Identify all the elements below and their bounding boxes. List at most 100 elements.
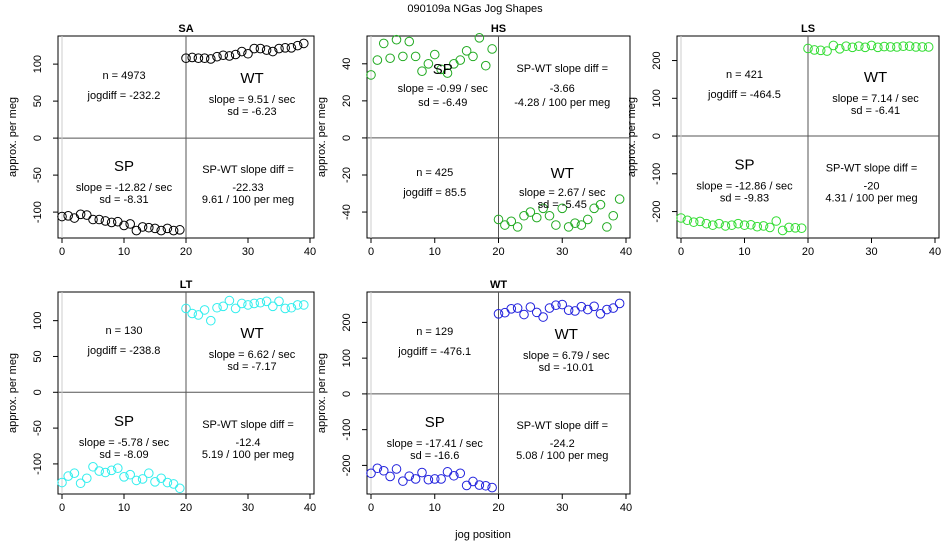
sp-point (487, 44, 497, 54)
wt-point (911, 42, 921, 52)
x-tick-label: 10 (429, 246, 441, 258)
wt-point (544, 210, 555, 221)
y-axis-label: approx. per meg (7, 353, 19, 433)
wt-point (224, 51, 235, 61)
y-axis-label: approx. per meg (7, 97, 19, 177)
wt-label: WT (240, 325, 263, 342)
wt-point (274, 43, 284, 54)
wt-point (280, 43, 291, 53)
x-tick-label: 30 (865, 246, 877, 258)
sp-point (391, 34, 402, 45)
sp-point (423, 58, 434, 69)
wt-point (261, 45, 272, 55)
wt-slope: slope = 9.51 / sec (209, 94, 296, 106)
wt-point (525, 207, 536, 217)
x-tick-label: 0 (368, 246, 374, 258)
wt-point (538, 203, 548, 214)
jogdiff: jogdiff = -238.8 (87, 345, 161, 357)
wt-point (841, 41, 851, 51)
y-tick-label: 0 (341, 135, 353, 141)
y-tick-label: 50 (32, 350, 44, 362)
diff-per-meg: 5.08 / 100 per meg (516, 450, 608, 462)
sp-point (106, 465, 117, 476)
sp-point (758, 221, 769, 231)
sp-point (57, 477, 67, 488)
sp-point (487, 482, 497, 493)
x-tick-label: 30 (242, 246, 254, 258)
x-tick-label: 0 (59, 246, 65, 258)
wt-point (249, 43, 259, 54)
x-tick-label: 10 (738, 246, 750, 258)
sp-point (385, 471, 395, 482)
sp-point (150, 223, 160, 234)
sp-point (398, 476, 408, 486)
sp-point (784, 222, 794, 233)
diff-per-meg: -4.28 / 100 per meg (514, 97, 610, 109)
wt-point (809, 45, 820, 55)
sp-point (474, 480, 485, 490)
wt-point (299, 38, 309, 49)
x-tick-label: 30 (556, 502, 568, 514)
sp-point (682, 215, 693, 226)
diff-value: -20 (864, 181, 880, 193)
wt-point (589, 301, 599, 312)
sp-slope: slope = -0.99 / sec (398, 83, 489, 95)
sp-point (75, 478, 86, 489)
sp-point (777, 225, 788, 236)
diff-per-meg: 9.61 / 100 per meg (202, 194, 294, 206)
x-tick-label: 40 (620, 246, 632, 258)
wt-point (519, 210, 529, 221)
wt-point (493, 214, 504, 225)
sp-point (733, 218, 743, 229)
wt-point (299, 300, 309, 310)
sp-point (790, 223, 801, 233)
wt-point (602, 304, 612, 315)
sp-point (168, 225, 179, 236)
y-tick-label: 200 (341, 313, 353, 331)
diff-title: SP-WT slope diff = (202, 419, 294, 431)
sp-point (94, 466, 104, 476)
wt-point (873, 42, 883, 53)
sp-point (461, 480, 472, 491)
sp-point (131, 225, 142, 236)
sp-slope: slope = -12.82 / sec (76, 182, 173, 194)
diff-title: SP-WT slope diff = (516, 420, 608, 432)
wt-point (923, 42, 934, 52)
y-tick-label: 20 (341, 95, 353, 107)
wt-point (815, 45, 826, 56)
wt-sd: sd = -7.17 (227, 361, 276, 373)
panel-title: WT (490, 279, 507, 291)
sp-point (57, 211, 67, 222)
wt-point (187, 308, 197, 319)
sp-point (480, 60, 491, 71)
sp-point (391, 464, 402, 474)
sp-point (137, 474, 148, 484)
wt-sd: sd = -10.01 (539, 362, 594, 374)
diff-title: SP-WT slope diff = (202, 164, 294, 176)
sp-point (765, 222, 775, 233)
wt-point (512, 222, 523, 232)
y-tick-label: -200 (651, 201, 663, 223)
sp-label: SP (114, 158, 134, 175)
sp-point (461, 46, 472, 56)
sp-point (82, 473, 92, 484)
panel-hs: HS approx. per meg -40 -20 0 20 40 0 10 20 30 40 SP s… (316, 23, 632, 258)
sp-point (676, 213, 686, 223)
sp-point (131, 475, 142, 486)
sp-point (82, 210, 92, 220)
sp-point (707, 220, 718, 230)
diff-per-meg: 5.19 / 100 per meg (202, 449, 294, 461)
y-axis-label: approx. per meg (626, 97, 638, 177)
sp-point (378, 38, 389, 49)
wt-point (286, 43, 297, 53)
y-tick-label: 0 (341, 391, 353, 397)
x-tick-label: 20 (802, 246, 814, 258)
jogdiff: jogdiff = -232.2 (87, 90, 161, 102)
wt-point (206, 315, 216, 326)
wt-point (292, 40, 303, 51)
sp-point (739, 220, 750, 230)
figure-title: 090109a NGas Jog Shapes (407, 3, 543, 15)
wt-point (608, 210, 619, 221)
wt-slope: slope = 2.67 / sec (519, 187, 606, 199)
sp-point (168, 479, 179, 489)
